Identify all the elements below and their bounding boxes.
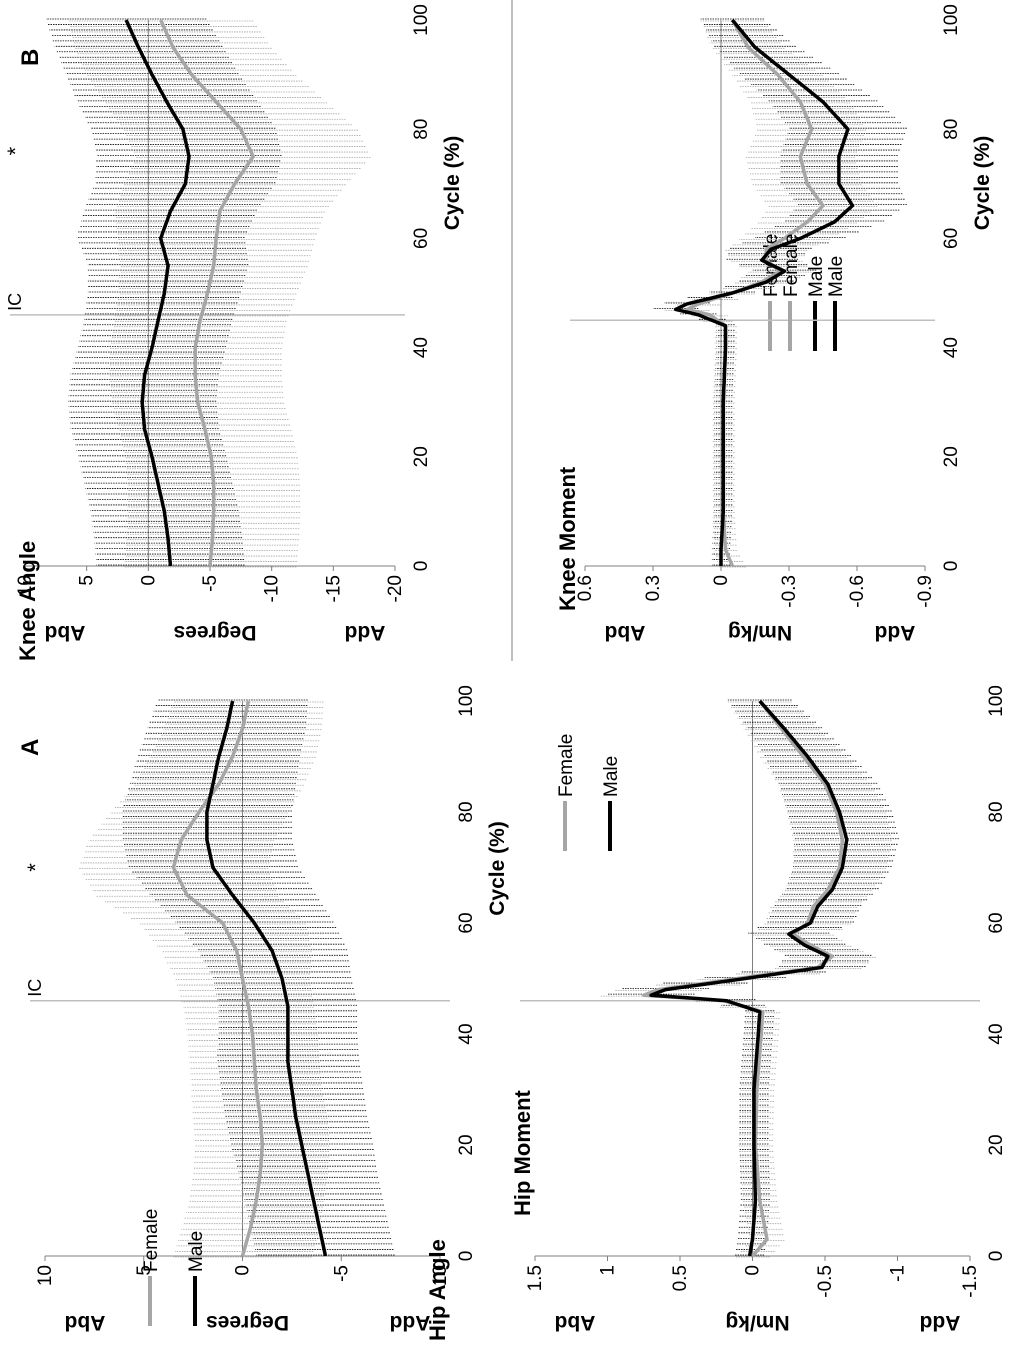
x-tick-label: 20 <box>986 1134 1007 1155</box>
x-tick-label: 60 <box>941 228 962 249</box>
y-tick-label: -0.6 <box>847 575 868 608</box>
y-tick-label: -15 <box>323 575 344 602</box>
y-label-abd: Abd <box>45 621 86 644</box>
panel-letter: A <box>17 739 44 756</box>
x-tick-label: 100 <box>986 685 1007 717</box>
y-tick-label: 10 <box>35 1265 56 1286</box>
ic-label: IC <box>25 979 45 997</box>
y-label-add: Add <box>345 621 386 644</box>
y-axis-title: Degrees <box>174 621 257 644</box>
hip-angle-panel: 10 5 0 -5 -10 0 20 40 60 80 100 Cycle (%) Add Degrees… <box>17 685 509 1341</box>
y-label-abd: Abd <box>65 1311 106 1334</box>
y-axis-title: Degrees <box>206 1311 289 1334</box>
legend-label: Male <box>826 256 847 297</box>
panel-letter: B <box>17 49 44 66</box>
x-axis-title: Cycle (%) <box>486 821 509 916</box>
x-tick-label: 0 <box>411 561 432 572</box>
legend-label: Female <box>781 234 802 297</box>
x-tick-label: 80 <box>986 801 1007 822</box>
x-tick-label: 0 <box>986 1251 1007 1262</box>
legend-label: Female <box>556 734 577 797</box>
y-tick-label: 5 <box>77 575 98 586</box>
ic-label: IC <box>5 293 25 311</box>
panel-title: Hip Moment <box>510 1089 535 1216</box>
y-tick-label: -5 <box>331 1265 352 1282</box>
legend-label: Male <box>806 256 827 297</box>
y-tick-label: -10 <box>430 1265 451 1292</box>
legend-label: Male <box>186 1231 207 1272</box>
y-tick-label: 0 <box>233 1265 254 1276</box>
y-tick-label: 0 <box>711 575 732 586</box>
y-tick-label: 0.6 <box>575 575 596 601</box>
y-tick-label: 1 <box>598 1265 619 1276</box>
series-line-male <box>649 699 849 1257</box>
y-tick-label: -0.5 <box>815 1265 836 1298</box>
x-tick-label: 80 <box>411 119 432 140</box>
y-tick-label: -20 <box>385 575 406 602</box>
y-tick-label: -0.9 <box>915 575 936 608</box>
x-tick-label: 100 <box>456 685 477 717</box>
y-tick-label: 5 <box>134 1265 155 1276</box>
x-tick-label: 80 <box>456 801 477 822</box>
y-tick-label: -1 <box>888 1265 909 1282</box>
hip-moment-panel: 1.510.50-0.5-1-1.5020406080100Cycle (%)A… <box>510 685 1007 1334</box>
x-tick-label: 40 <box>456 1023 477 1044</box>
x-tick-label: 40 <box>986 1023 1007 1044</box>
y-label-add: Add <box>920 1311 961 1334</box>
y-tick-label: 0 <box>743 1265 764 1276</box>
x-tick-label: 20 <box>941 446 962 467</box>
x-tick-label: 100 <box>941 4 962 36</box>
y-tick-label: 0.3 <box>643 575 664 601</box>
x-tick-label: 40 <box>941 337 962 358</box>
sd-bars-male <box>122 699 395 1256</box>
significance-marker: * <box>3 146 28 155</box>
y-tick-label: 0.5 <box>670 1265 691 1291</box>
x-tick-label: 60 <box>411 228 432 249</box>
panel-title: Knee Angle <box>15 541 40 661</box>
y-axis-title: Nm/kg <box>725 1311 789 1334</box>
x-tick-label: 0 <box>941 561 962 572</box>
x-tick-label: 60 <box>456 912 477 933</box>
x-tick-label: 0 <box>456 1251 477 1262</box>
y-axis-title: Nm/kg <box>728 621 792 644</box>
y-label-add: Add <box>390 1311 431 1334</box>
y-tick-label: 10 <box>15 575 36 596</box>
y-tick-label: 0 <box>138 575 159 586</box>
significance-marker: * <box>23 863 48 872</box>
y-tick-label: -0.3 <box>779 575 800 608</box>
series-line-female <box>159 19 255 567</box>
x-tick-label: 20 <box>411 446 432 467</box>
x-axis-title: Cycle (%) <box>971 136 994 231</box>
series-line-male <box>205 700 328 1257</box>
y-tick-label: 1.5 <box>525 1265 546 1291</box>
y-label-abd: Abd <box>605 621 646 644</box>
x-tick-label: 20 <box>456 1134 477 1155</box>
series-line-male <box>124 19 191 567</box>
y-label-add: Add <box>875 621 916 644</box>
x-tick-label: 100 <box>411 4 432 36</box>
y-label-abd: Abd <box>555 1311 596 1334</box>
series-line-male <box>673 18 855 566</box>
legend-label: Male <box>601 756 622 797</box>
y-tick-label: -1.5 <box>960 1265 981 1298</box>
x-tick-label: 40 <box>411 337 432 358</box>
x-axis-title: Cycle (%) <box>441 136 464 231</box>
panel-title: Knee Moment <box>555 466 580 611</box>
y-tick-label: -10 <box>262 575 283 602</box>
knee-angle-panel: 10 5 0 -5 -10 -15 -20 0 20 40 60 80 100 Cycle (%) Add D… <box>3 4 827 661</box>
knee-moment-panel: 0.6 0.3 0 -0.3 -0.6 -0.9 0 20 40 60 80 100 Cycle (%)… <box>555 4 994 644</box>
legend-label: Female <box>141 1209 162 1272</box>
panel-title: Hip Angle <box>425 1239 450 1341</box>
x-tick-label: 80 <box>941 119 962 140</box>
y-tick-label: -5 <box>200 575 221 592</box>
x-tick-label: 60 <box>986 912 1007 933</box>
